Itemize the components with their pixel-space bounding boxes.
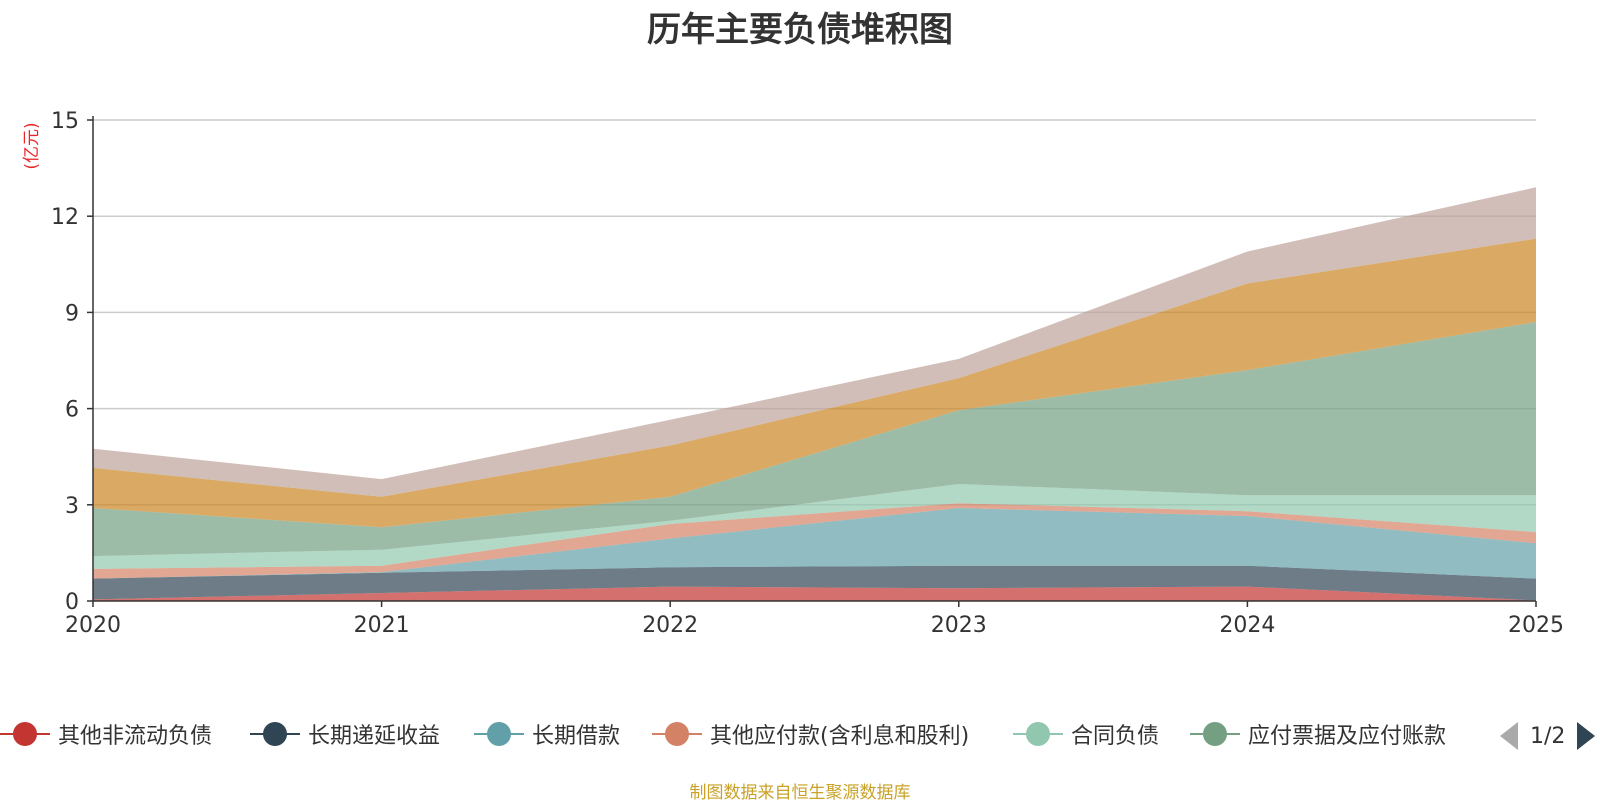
y-tick-label: 6 [65, 398, 79, 423]
area-series-1[interactable] [93, 565, 1536, 601]
x-tick-label: 2023 [931, 613, 987, 638]
area-series-0[interactable] [93, 586, 1536, 601]
area-series-3[interactable] [93, 503, 1536, 579]
legend-marker-icon [250, 722, 300, 746]
area-chart: 0 3 6 9 12 15 2020 2021 2022 2023 2024 2025 (亿元) [22, 109, 1564, 638]
y-axis-label: (亿元) [22, 122, 42, 169]
legend-item-5[interactable]: 应付票据及应付账款 [1190, 704, 1446, 764]
legend-next-arrow-icon[interactable] [1577, 722, 1596, 750]
area-series-6[interactable] [93, 238, 1536, 528]
area-series-4[interactable] [93, 484, 1536, 569]
legend-label: 其他非流动负债 [58, 724, 213, 749]
legend-marker-icon [0, 722, 50, 746]
x-tick-label: 2025 [1508, 613, 1564, 638]
legend-pager: 1/2 [1500, 718, 1596, 754]
series-areas [93, 187, 1536, 601]
x-tick-label: 2021 [354, 613, 410, 638]
area-series-5[interactable] [93, 322, 1536, 557]
legend-marker-icon [1013, 722, 1063, 746]
y-tick-label: 3 [65, 494, 79, 519]
data-source-note: 制图数据来自恒生聚源数据库 [689, 783, 911, 803]
y-tick-label: 0 [65, 590, 79, 615]
x-tick-label: 2024 [1219, 613, 1275, 638]
legend-item-0[interactable]: 其他非流动负债 [0, 704, 212, 764]
legend-label: 其他应付款(含利息和股利) [710, 724, 970, 749]
x-tick-label: 2022 [642, 613, 698, 638]
legend-page-indicator: 1/2 [1530, 723, 1566, 749]
y-tick-label: 9 [65, 301, 79, 326]
legend-item-2[interactable]: 长期借款 [474, 704, 620, 764]
legend-item-1[interactable]: 长期递延收益 [250, 704, 440, 764]
legend-label: 长期递延收益 [308, 724, 441, 749]
chart-title: 历年主要负债堆积图 [647, 10, 953, 50]
legend: 其他非流动负债 长期递延收益 长期借款 其他应付款(含利息和股利) 合同负债 应付票据及应… [0, 704, 1600, 764]
legend-item-4[interactable]: 合同负债 [1013, 704, 1159, 764]
legend-marker-icon [652, 722, 702, 746]
legend-label: 长期借款 [532, 724, 621, 749]
y-tick-label: 12 [51, 205, 79, 230]
y-tick-label: 15 [51, 109, 79, 134]
legend-label: 应付票据及应付账款 [1248, 724, 1447, 749]
legend-marker-icon [474, 722, 524, 746]
area-series-7[interactable] [93, 187, 1536, 497]
area-series-2[interactable] [93, 508, 1536, 579]
legend-marker-icon [1190, 722, 1240, 746]
legend-prev-arrow-icon[interactable] [1500, 722, 1518, 750]
axes: 0 3 6 9 12 15 2020 2021 2022 2023 2024 2025 [51, 109, 1564, 638]
x-tick-label: 2020 [65, 613, 121, 638]
legend-label: 合同负债 [1071, 724, 1160, 749]
legend-item-3[interactable]: 其他应付款(含利息和股利) [652, 704, 969, 764]
